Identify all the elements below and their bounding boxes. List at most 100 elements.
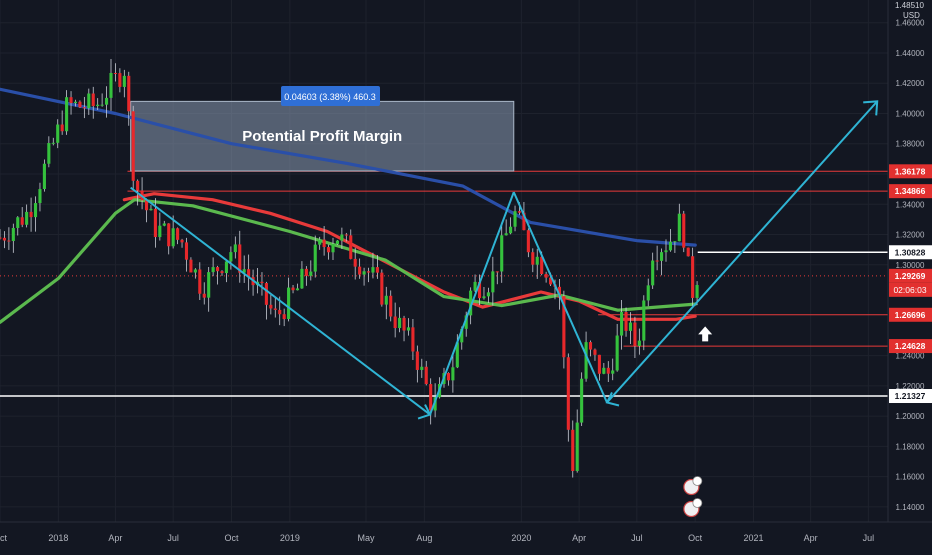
candle-down xyxy=(682,213,686,248)
candle-up xyxy=(122,75,126,87)
candle-down xyxy=(566,357,570,430)
candle-down xyxy=(91,93,95,107)
time-tick-label: 2019 xyxy=(280,533,300,543)
candle-down xyxy=(29,211,33,218)
candle-up xyxy=(207,272,211,298)
candle-down xyxy=(264,283,268,305)
candle-up xyxy=(96,104,100,107)
candle-up xyxy=(398,317,402,329)
candle-up xyxy=(38,189,42,204)
candle-down xyxy=(7,240,11,242)
candle-up xyxy=(406,327,411,331)
candle-down xyxy=(593,349,597,355)
candle-up xyxy=(584,342,588,379)
candle-down xyxy=(327,247,331,253)
candle-up xyxy=(242,269,246,273)
candle-up xyxy=(473,281,477,291)
price-tick-label: 1.20000 xyxy=(896,412,925,421)
candle-up xyxy=(509,226,513,234)
pivot-arrow xyxy=(417,404,432,420)
candle-down xyxy=(278,309,282,315)
candle-down xyxy=(131,111,135,181)
price-level-tag xyxy=(889,164,932,179)
candle-down xyxy=(238,244,242,273)
candle-up xyxy=(651,260,655,286)
price-level-tag xyxy=(889,245,932,260)
candle-up xyxy=(295,288,300,291)
price-level-value: 1.24628 xyxy=(895,341,926,351)
candle-down xyxy=(349,235,353,259)
candle-down xyxy=(526,230,530,253)
time-axis-panel[interactable] xyxy=(0,522,932,550)
candle-up xyxy=(664,250,668,253)
candle-down xyxy=(220,271,224,274)
trend-line xyxy=(512,191,608,403)
candle-down xyxy=(597,354,601,374)
candle-down xyxy=(402,317,406,331)
candle-up xyxy=(628,322,633,331)
candle-up xyxy=(42,163,46,190)
up-arrow-marker xyxy=(698,326,713,342)
countdown-tag xyxy=(889,282,932,297)
candle-up xyxy=(460,328,464,343)
candle-down xyxy=(2,237,6,241)
price-tick-label: 1.22000 xyxy=(896,382,925,391)
time-tick-label: Oct xyxy=(225,533,240,543)
candle-down xyxy=(557,286,561,297)
candle-up xyxy=(335,240,339,245)
price-tick-label: 1.44000 xyxy=(896,49,925,58)
candle-up xyxy=(47,143,51,164)
candle-up xyxy=(677,213,681,242)
candle-down xyxy=(655,260,659,262)
price-tick-label: 1.16000 xyxy=(896,473,925,482)
candle-up xyxy=(309,271,313,276)
candle-down xyxy=(522,212,526,231)
price-tick-label: 1.14000 xyxy=(896,503,925,512)
candle-down xyxy=(69,97,73,104)
candle-down xyxy=(424,366,428,385)
candle-up xyxy=(300,268,304,289)
trend-lines[interactable] xyxy=(130,100,879,420)
candle-down xyxy=(198,269,202,294)
candle-up xyxy=(65,97,69,132)
candle-down xyxy=(429,384,433,411)
candle-up xyxy=(211,267,215,273)
event-icons[interactable] xyxy=(683,476,703,518)
candle-up xyxy=(11,227,15,242)
candle-down xyxy=(282,314,286,320)
candle-up xyxy=(224,261,228,274)
candle-down xyxy=(118,73,122,87)
candle-down xyxy=(446,373,450,381)
candle-down xyxy=(136,180,140,191)
candle-up xyxy=(362,271,366,275)
candle-up xyxy=(580,378,584,423)
candle-down xyxy=(380,272,384,305)
price-tick-label: 1.42000 xyxy=(896,79,925,88)
candle-up xyxy=(149,208,153,211)
candle-down xyxy=(495,271,499,273)
candle-up xyxy=(673,241,677,243)
candle-down xyxy=(153,208,157,238)
price-tick-label: 1.40000 xyxy=(896,109,925,118)
candle-down xyxy=(269,304,273,309)
candle-down xyxy=(691,256,695,298)
time-tick-label: Apr xyxy=(572,533,586,543)
candle-up xyxy=(615,335,619,371)
candle-down xyxy=(549,277,553,285)
price-level-value: 1.36178 xyxy=(895,166,926,176)
price-tick-label: 1.30000 xyxy=(896,261,925,270)
candle-down xyxy=(358,266,362,275)
candle-up xyxy=(642,300,646,341)
event-badge-icon xyxy=(692,476,703,486)
time-tick-label: Jul xyxy=(631,533,643,543)
candle-down xyxy=(366,271,371,273)
candle-down xyxy=(624,312,628,331)
price-level-value: 1.30828 xyxy=(895,247,926,257)
candle-down xyxy=(322,239,326,248)
price-level-tag xyxy=(889,389,932,404)
candle-up xyxy=(602,367,606,374)
candle-down xyxy=(393,316,397,329)
candle-down xyxy=(389,295,393,317)
